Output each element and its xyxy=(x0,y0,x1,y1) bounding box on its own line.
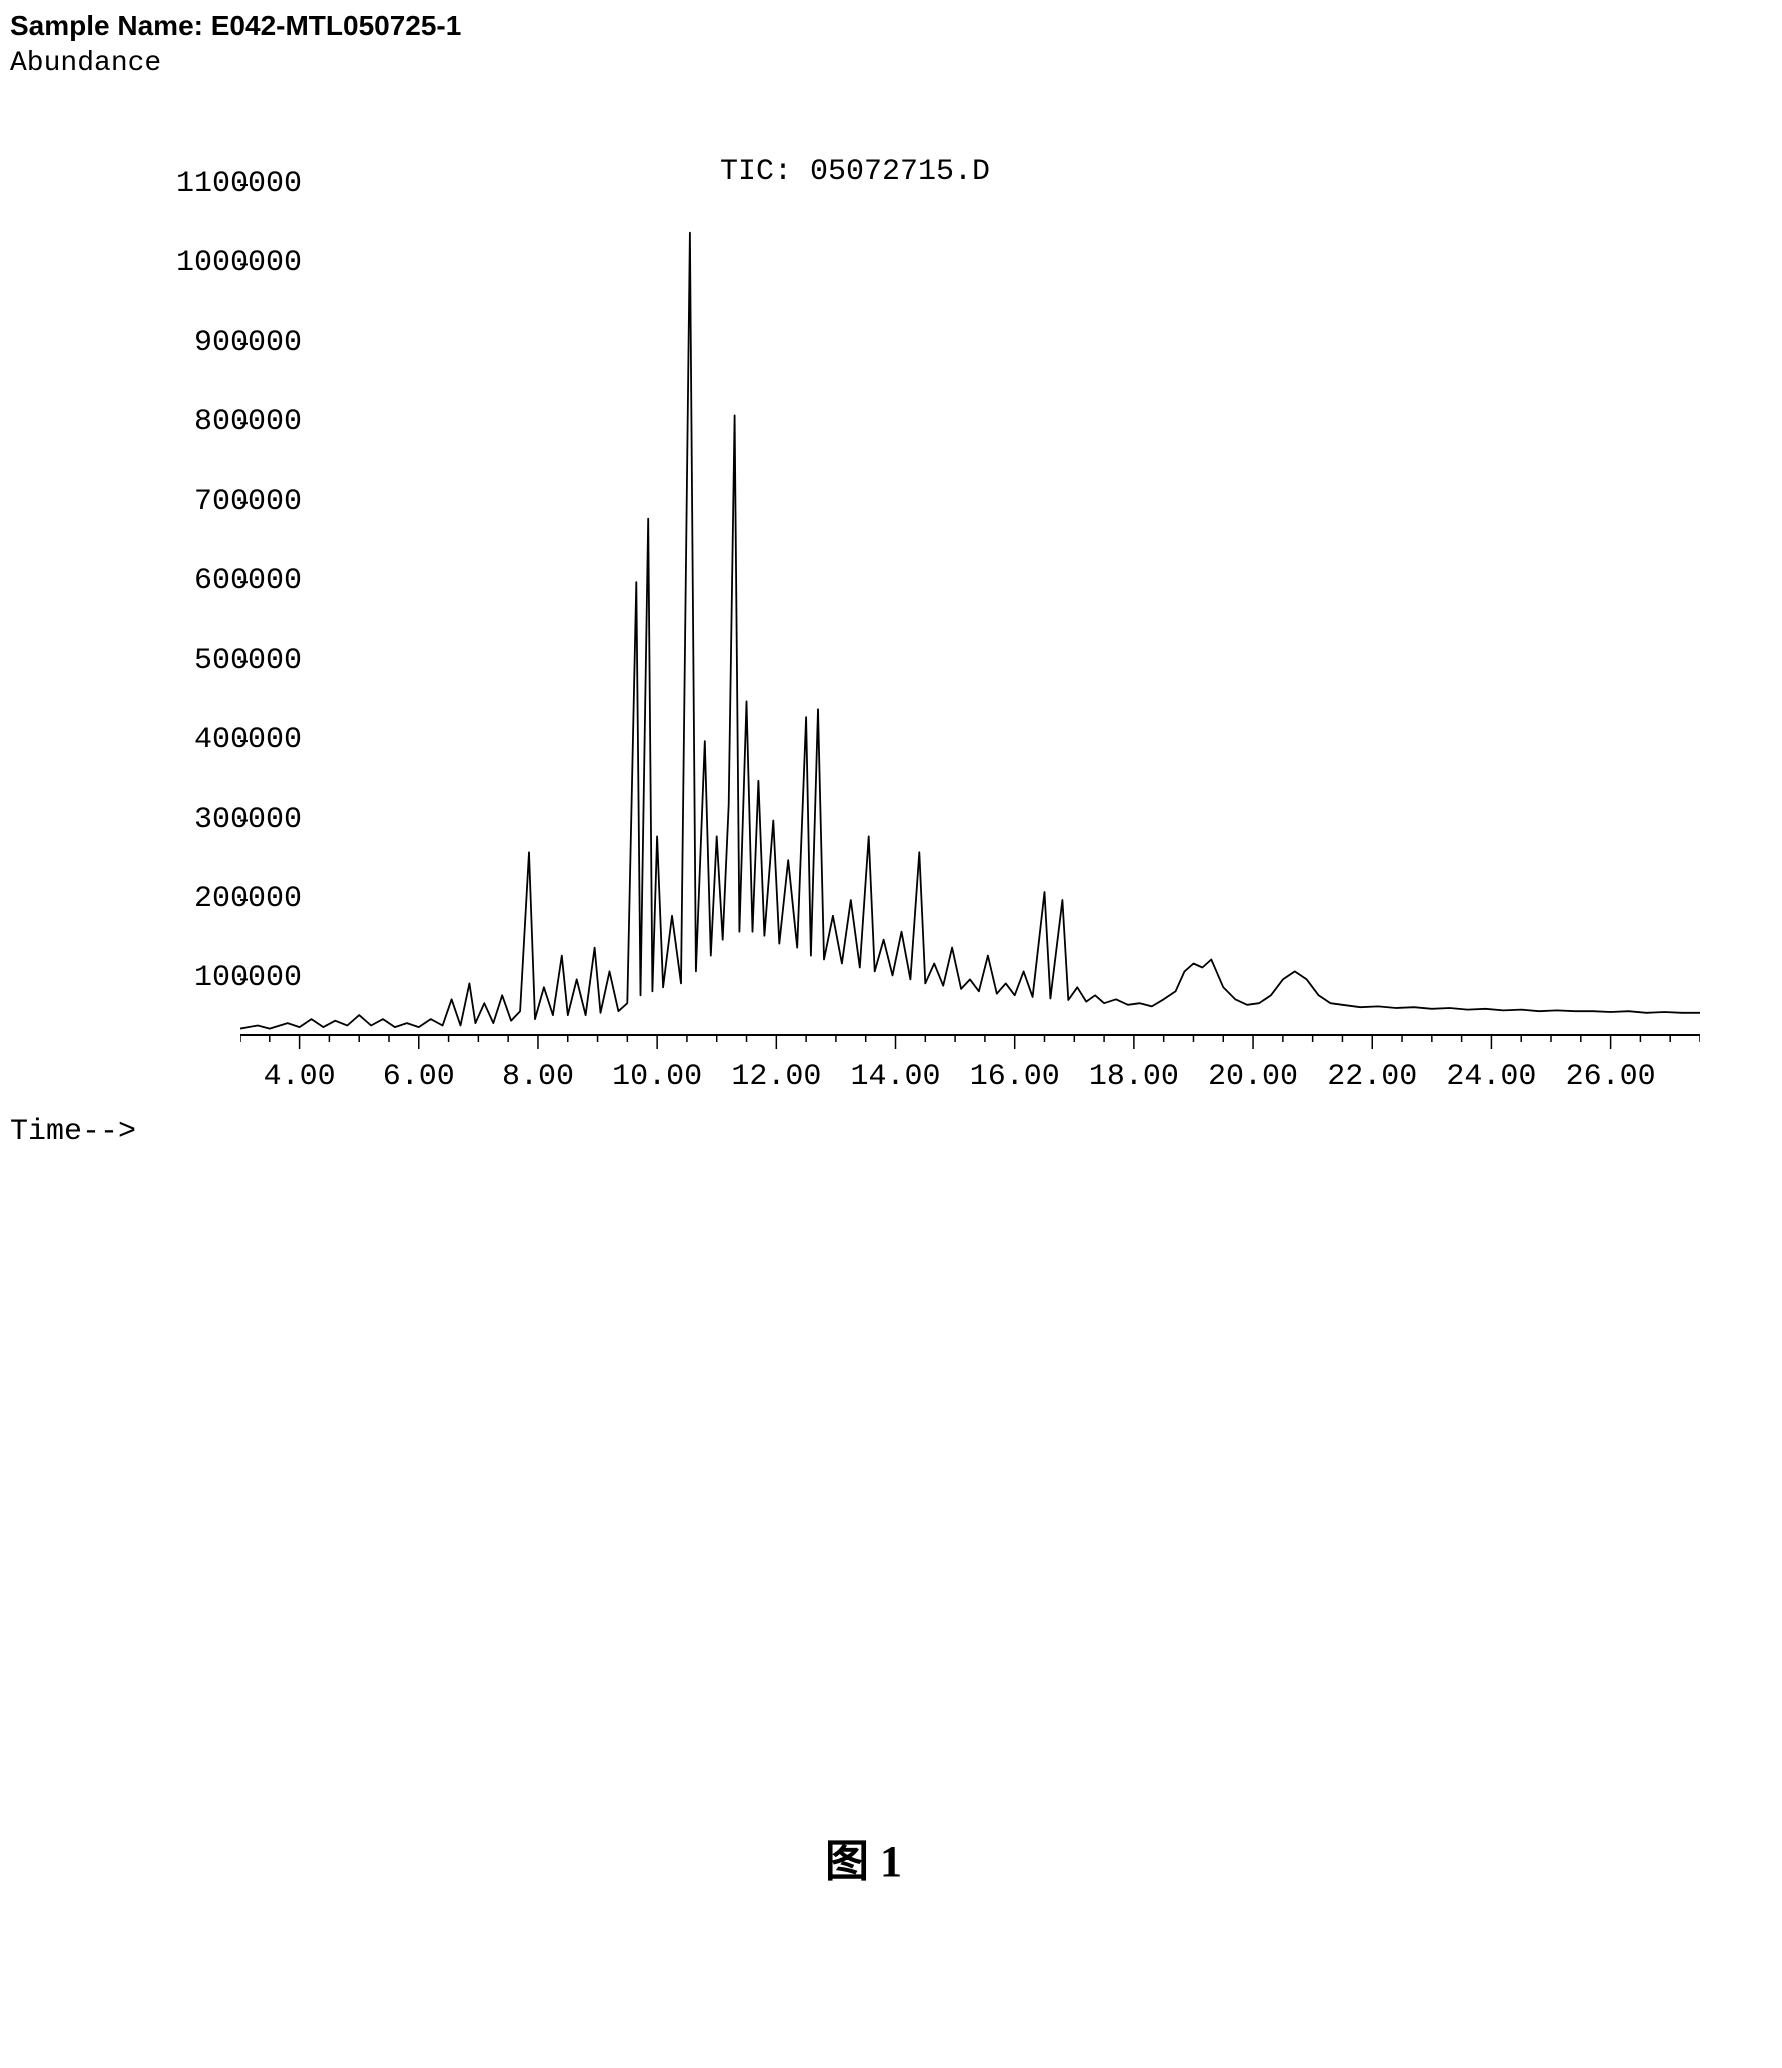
y-tick-label: 1000000 xyxy=(142,246,302,280)
y-tick-label: 500000 xyxy=(142,644,302,678)
abundance-label: Abundance xyxy=(10,48,161,79)
sample-name-value: E042-MTL050725-1 xyxy=(211,10,462,41)
chromatogram-chart xyxy=(240,175,1700,1045)
figure-caption: 图 1 xyxy=(825,1825,902,1889)
x-tick-label: 16.00 xyxy=(970,1060,1060,1094)
y-tick-label: 800000 xyxy=(142,405,302,439)
sample-name-label: Sample Name: xyxy=(10,10,203,41)
chart-svg xyxy=(240,175,1700,1075)
y-tick-label: 100000 xyxy=(142,961,302,995)
x-tick-label: 24.00 xyxy=(1446,1060,1536,1094)
x-tick-label: 26.00 xyxy=(1566,1060,1656,1094)
y-tick-label: 200000 xyxy=(142,882,302,916)
y-tick-label: 1100000 xyxy=(142,167,302,201)
time-axis-label: Time--> xyxy=(10,1115,136,1149)
x-tick-label: 4.00 xyxy=(255,1060,345,1094)
x-tick-label: 12.00 xyxy=(731,1060,821,1094)
x-tick-label: 18.00 xyxy=(1089,1060,1179,1094)
y-tick-label: 600000 xyxy=(142,564,302,598)
x-tick-label: 8.00 xyxy=(493,1060,583,1094)
y-tick-label: 700000 xyxy=(142,485,302,519)
y-tick-label: 900000 xyxy=(142,326,302,360)
x-tick-label: 22.00 xyxy=(1327,1060,1417,1094)
x-tick-label: 6.00 xyxy=(374,1060,464,1094)
x-tick-label: 14.00 xyxy=(851,1060,941,1094)
y-tick-label: 400000 xyxy=(142,723,302,757)
y-tick-label: 300000 xyxy=(142,803,302,837)
sample-name-header: Sample Name: E042-MTL050725-1 xyxy=(10,10,461,42)
x-tick-label: 20.00 xyxy=(1208,1060,1298,1094)
x-tick-label: 10.00 xyxy=(612,1060,702,1094)
